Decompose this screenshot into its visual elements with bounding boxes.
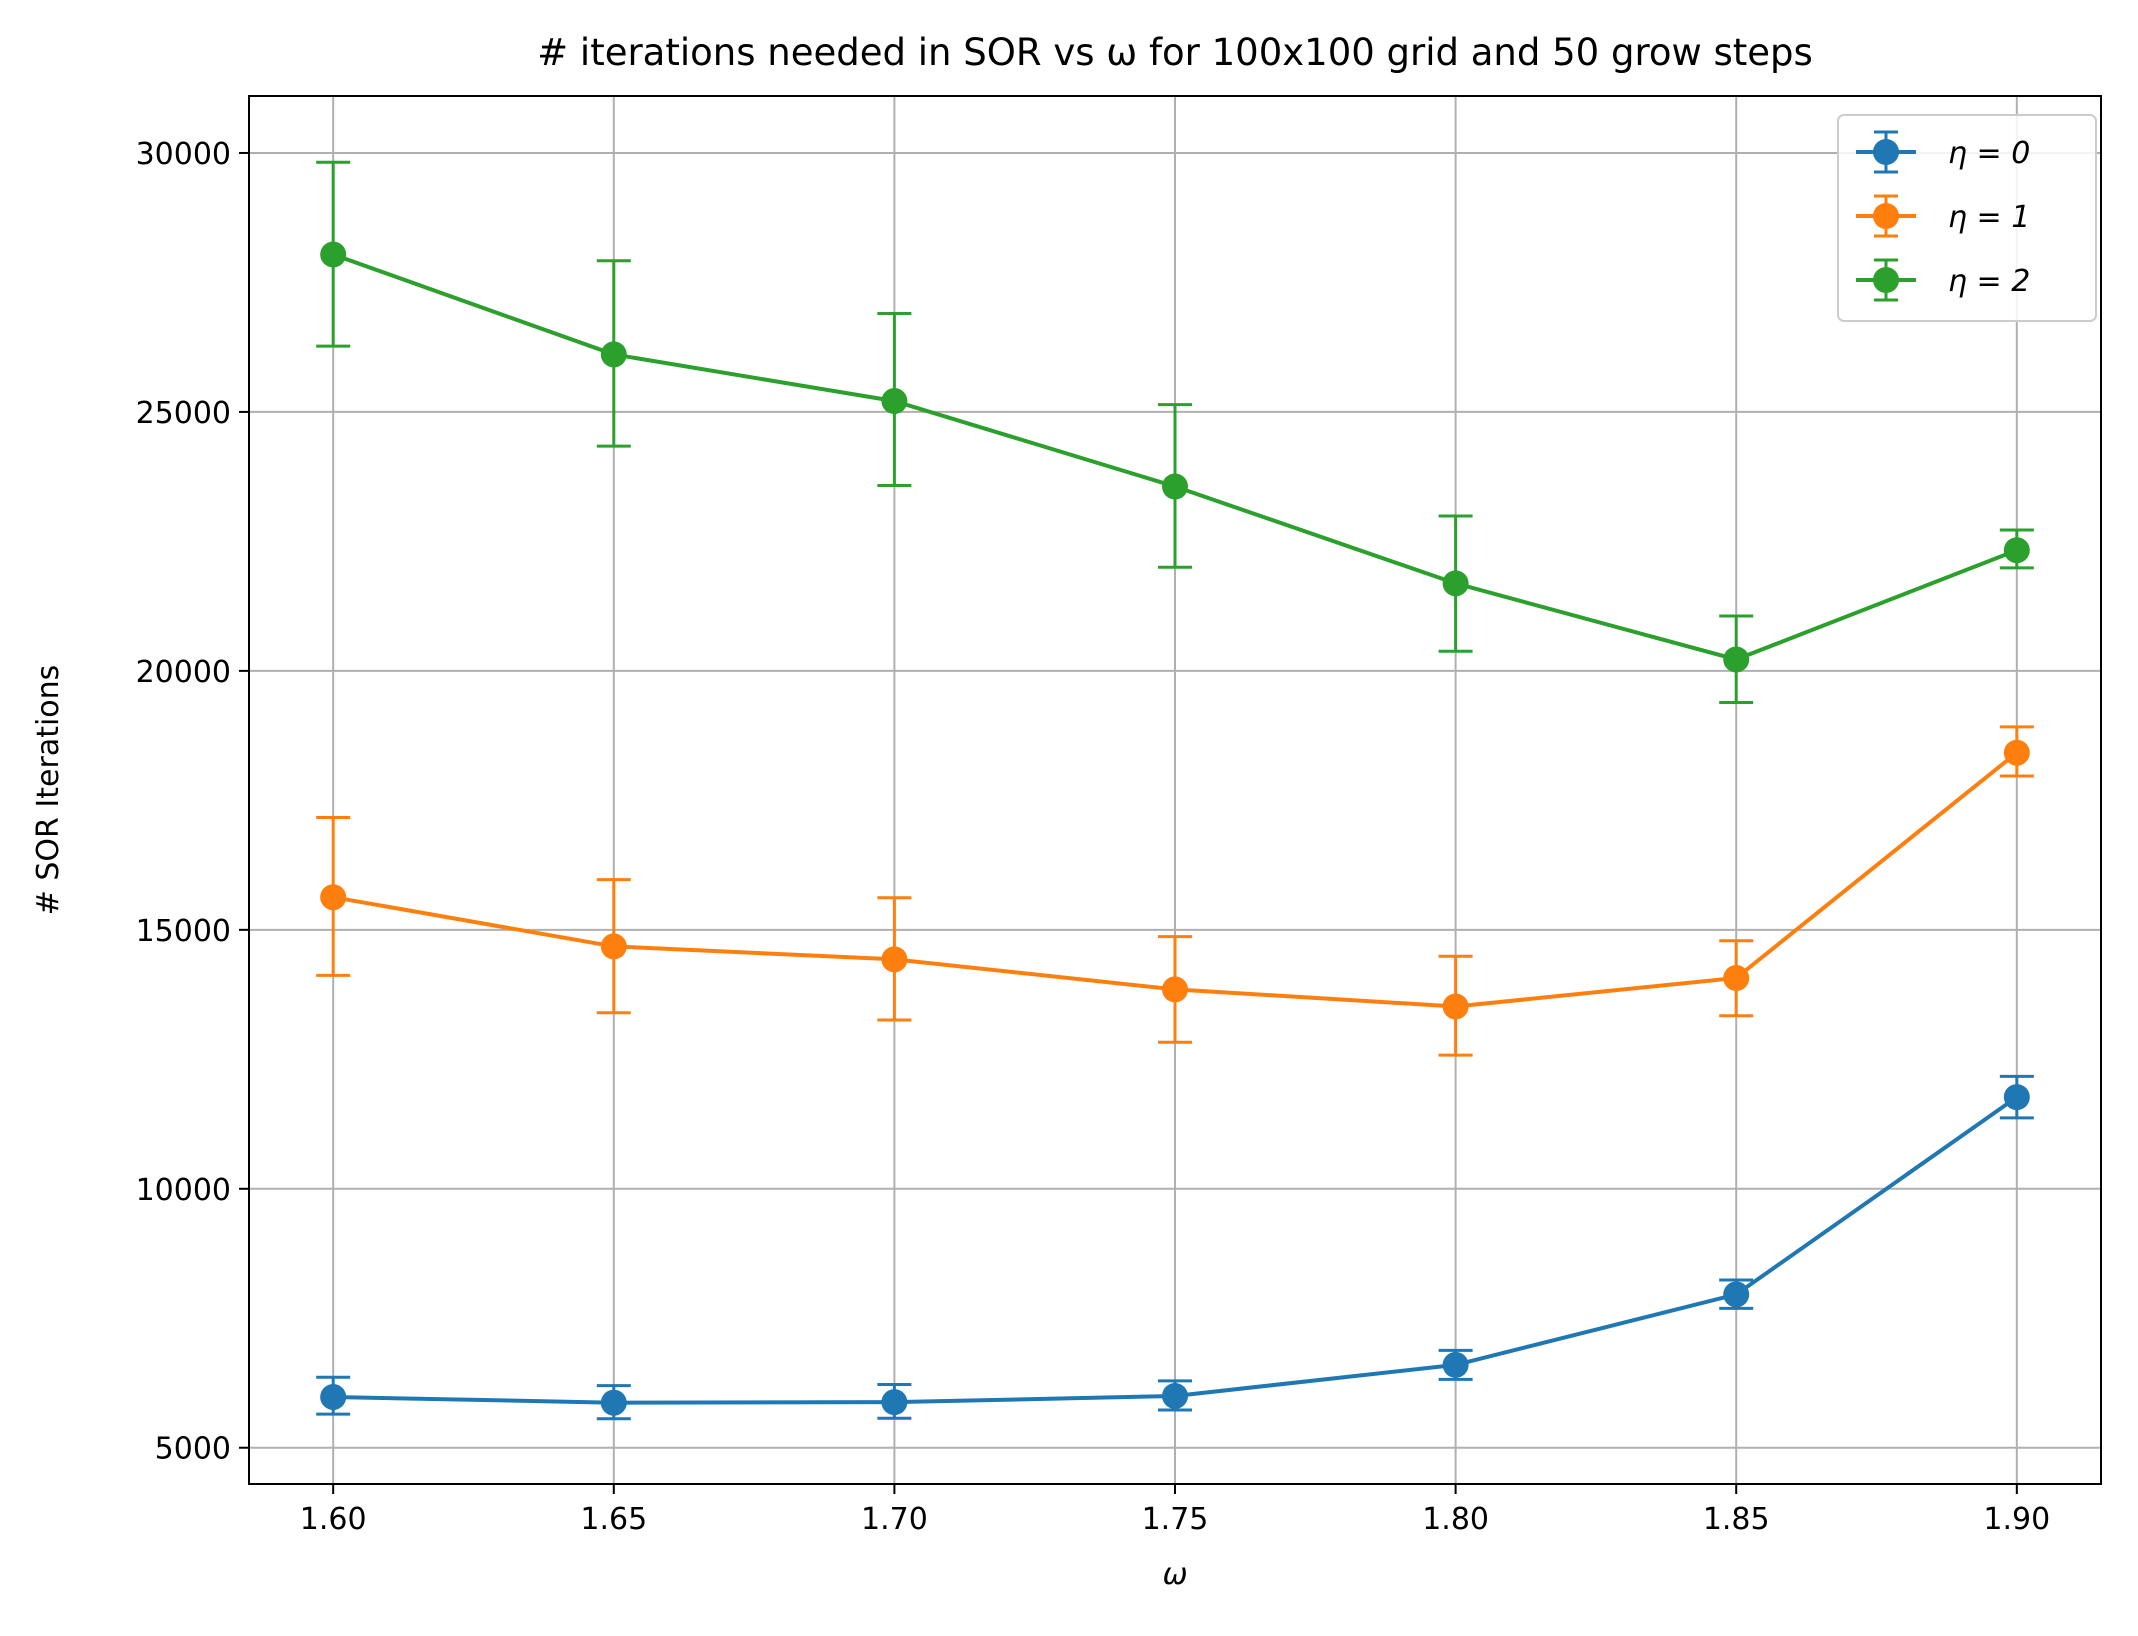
series-2: [316, 160, 2034, 704]
legend-box: [1837, 114, 2097, 322]
data-point: [1442, 993, 1469, 1020]
data-point: [2003, 537, 2030, 564]
x-tick-label: 1.90: [1983, 1502, 2050, 1537]
data-point: [2003, 1084, 2030, 1111]
legend-marker: [1873, 267, 1899, 293]
x-tick-label: 1.75: [1142, 1502, 1209, 1537]
chart-title: # iterations needed in SOR vs ω for 100x…: [537, 31, 1813, 74]
data-point: [2003, 739, 2030, 766]
data-point: [881, 388, 908, 415]
data-point: [1162, 473, 1188, 500]
y-tick-label: 5000: [155, 1432, 231, 1467]
y-tick-label: 15000: [136, 914, 231, 949]
data-point: [1162, 976, 1188, 1003]
legend-label: η = 1: [1948, 200, 2030, 235]
series-0: [316, 1074, 2034, 1421]
legend-entry: η = 0: [1856, 130, 2030, 174]
x-axis-title: ω: [1162, 1557, 1187, 1592]
series-1: [316, 725, 2034, 1057]
data-point: [1442, 570, 1469, 597]
data-point: [1162, 1382, 1188, 1409]
y-tick-label: 25000: [136, 396, 231, 431]
legend: η = 0 η = 1 η = 2: [1837, 114, 2097, 322]
x-tick-label: 1.80: [1422, 1502, 1489, 1537]
y-tick-label: 10000: [136, 1173, 231, 1208]
data-point: [1442, 1351, 1469, 1378]
data-point: [1723, 646, 1750, 673]
series-layer: [316, 160, 2034, 1421]
x-axis: 1.60 1.65 1.70 1.75 1.80 1.85 1.90: [300, 1484, 2050, 1537]
x-tick-label: 1.65: [580, 1502, 647, 1537]
y-tick-label: 30000: [136, 137, 231, 172]
legend-entry: η = 1: [1856, 194, 2030, 238]
x-tick-label: 1.60: [300, 1502, 367, 1537]
legend-marker: [1873, 139, 1899, 165]
data-point: [600, 933, 627, 960]
legend-marker: [1873, 203, 1899, 229]
x-tick-label: 1.70: [861, 1502, 928, 1537]
data-point: [600, 1389, 627, 1416]
data-point: [881, 1389, 908, 1416]
data-point: [320, 241, 347, 268]
data-point: [1723, 1281, 1750, 1308]
y-axis: 5000 10000 15000 20000 25000 30000: [136, 137, 249, 1467]
legend-label: η = 0: [1948, 136, 2030, 171]
legend-label: η = 2: [1948, 264, 2030, 299]
y-tick-label: 20000: [136, 655, 231, 690]
data-point: [600, 341, 627, 368]
y-axis-title: # SOR Iterations: [31, 665, 66, 916]
data-point: [320, 1383, 347, 1410]
data-point: [1723, 965, 1750, 992]
x-tick-label: 1.85: [1703, 1502, 1770, 1537]
data-point: [881, 946, 908, 973]
data-point: [320, 884, 347, 911]
legend-entry: η = 2: [1856, 258, 2030, 302]
